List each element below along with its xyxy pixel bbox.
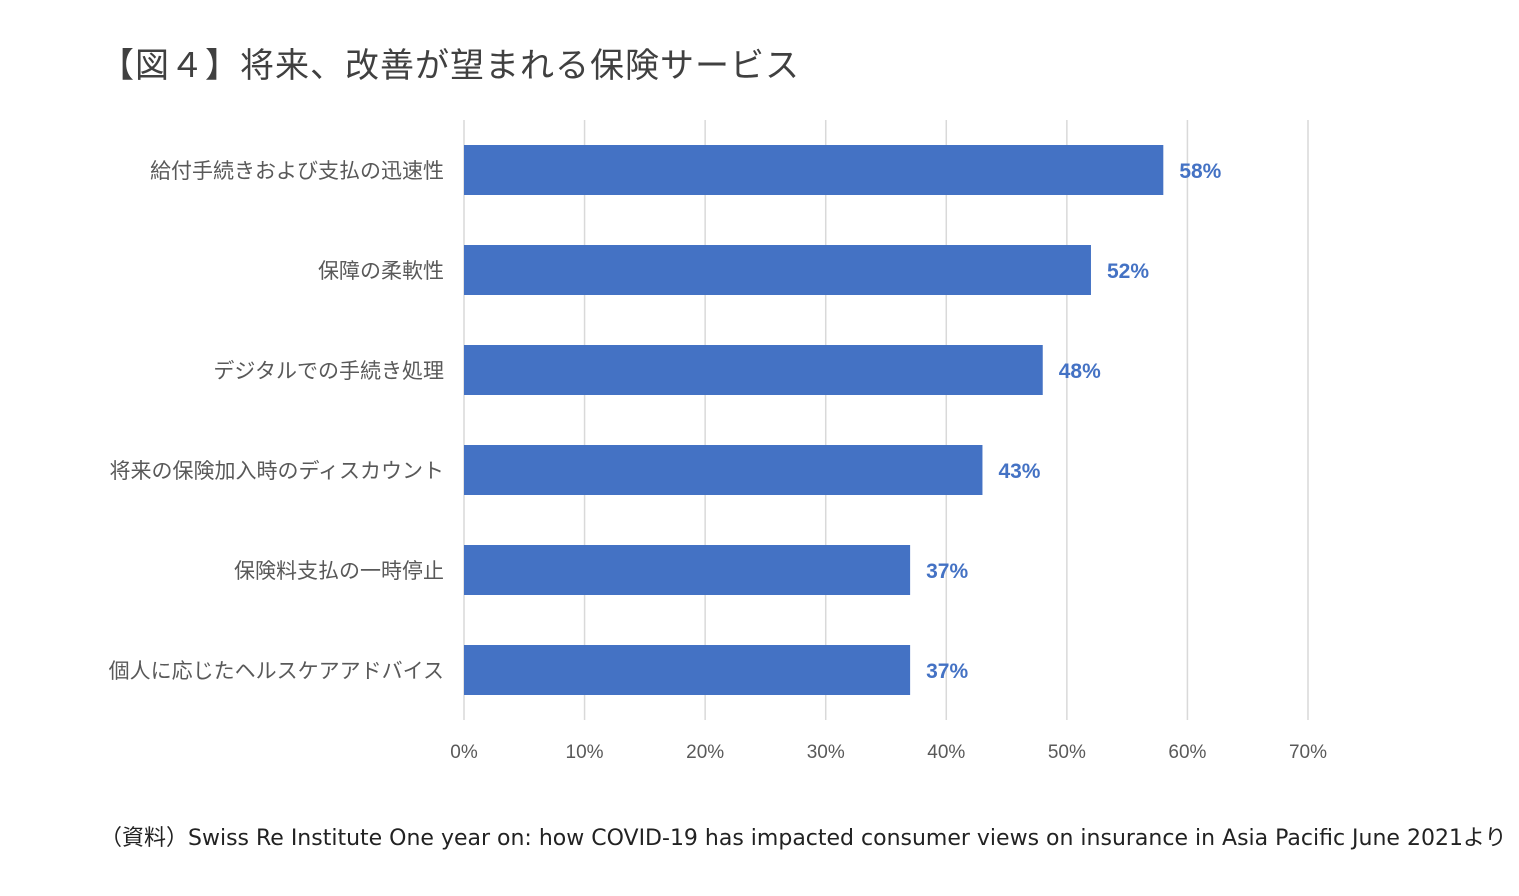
bar [464, 145, 1164, 195]
data-label: 58% [1179, 160, 1221, 183]
category-label: デジタルでの手続き処理 [213, 359, 444, 383]
x-tick-label: 40% [927, 742, 965, 763]
x-tick-label: 0% [450, 742, 478, 763]
chart-title: 【図４】将来、改善が望まれる保険サービス [100, 46, 800, 86]
x-tick-label: 70% [1289, 742, 1327, 763]
data-label: 43% [998, 460, 1040, 483]
x-tick-label: 60% [1168, 742, 1206, 763]
data-labels: 58% 52% 48% 43% 37% 37% [926, 160, 1222, 683]
data-label: 37% [926, 660, 968, 683]
bar [464, 645, 911, 695]
bar [464, 345, 1043, 395]
x-tick-label: 30% [807, 742, 845, 763]
source-note: （資料）Swiss Re Institute One year on: how … [100, 826, 1507, 851]
data-label: 48% [1059, 360, 1101, 383]
category-label: 個人に応じたヘルスケアアドバイス [109, 659, 444, 683]
bars [464, 145, 1164, 695]
data-label: 52% [1107, 260, 1149, 283]
gridlines [463, 120, 1309, 720]
bar [464, 545, 911, 595]
bar [464, 245, 1091, 295]
category-label: 給付手続きおよび支払の迅速性 [150, 159, 444, 183]
category-label: 将来の保険加入時のディスカウント [109, 459, 444, 483]
category-labels: 給付手続きおよび支払の迅速性保障の柔軟性デジタルでの手続き処理将来の保険加入時の… [109, 159, 444, 683]
x-tick-label: 20% [686, 742, 724, 763]
x-tick-label: 10% [566, 742, 604, 763]
bar [464, 445, 983, 495]
x-tick-label: 50% [1048, 742, 1086, 763]
category-label: 保険料支払の一時停止 [234, 559, 444, 583]
x-tick-labels: 0% 10% 20% 30% 40% 50% 60% 70% [450, 742, 1327, 763]
category-label: 保障の柔軟性 [318, 259, 444, 283]
data-label: 37% [926, 560, 968, 583]
